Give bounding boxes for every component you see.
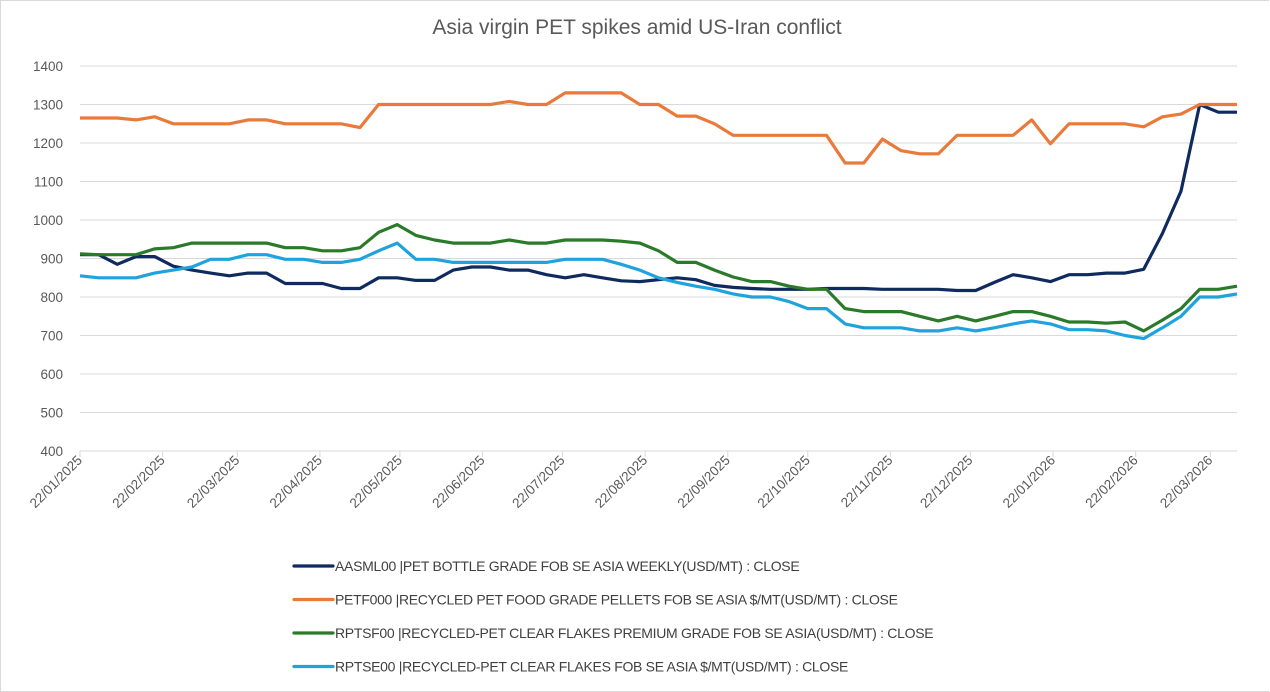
x-tick-label: 22/02/2026 (1082, 453, 1140, 511)
x-tick-label: 22/08/2025 (592, 453, 650, 511)
legend-item: RPTSE00 |RECYCLED-PET CLEAR FLAKES FOB S… (292, 659, 848, 675)
y-tick-label: 400 (40, 444, 63, 459)
y-tick-label: 500 (40, 406, 63, 421)
y-tick-label: 1000 (33, 213, 63, 228)
y-tick-label: 1300 (33, 98, 63, 113)
series-line-rptse00 (79, 241, 1238, 341)
y-tick-label: 800 (40, 290, 63, 305)
series-lines (79, 91, 1238, 341)
y-tick-label: 900 (40, 252, 63, 267)
x-tick-label: 22/11/2025 (838, 453, 896, 511)
legend-item: AASML00 |PET BOTTLE GRADE FOB SE ASIA WE… (292, 558, 800, 574)
series-line-petf000 (80, 91, 1237, 165)
x-axis: 22/01/2025 22/02/2025 22/03/2025 22/04/2025… (27, 450, 1237, 511)
x-tick-label: 22/07/2025 (509, 453, 567, 511)
x-tick-label: 22/12/2025 (917, 453, 975, 511)
legend-item: RPTSF00 |RECYCLED-PET CLEAR FLAKES PREMI… (292, 625, 934, 641)
x-tick-label: 22/01/2025 (27, 453, 85, 511)
legend-label: AASML00 |PET BOTTLE GRADE FOB SE ASIA WE… (335, 558, 799, 574)
y-tick-label: 1200 (33, 136, 63, 151)
chart-title: Asia virgin PET spikes amid US-Iran conf… (432, 16, 841, 39)
series-line-aasml00 (80, 102, 1237, 293)
y-tick-label: 600 (40, 367, 63, 382)
legend-label: PETF000 |RECYCLED PET FOOD GRADE PELLETS… (335, 592, 898, 608)
y-tick-label: 700 (40, 329, 63, 344)
x-tick-label: 22/09/2025 (675, 453, 733, 511)
legend: AASML00 |PET BOTTLE GRADE FOB SE ASIA WE… (292, 558, 934, 675)
x-tick-label: 22/05/2025 (347, 453, 405, 511)
y-tick-label: 1100 (34, 175, 63, 190)
x-tick-label: 22/10/2025 (755, 453, 813, 511)
x-tick-label: 22/03/2025 (184, 453, 242, 511)
legend-label: RPTSF00 |RECYCLED-PET CLEAR FLAKES PREMI… (335, 625, 933, 641)
x-tick-label: 22/03/2026 (1157, 453, 1215, 511)
x-tick-label: 22/06/2025 (429, 453, 487, 511)
y-axis: 400 500 600 700 800 900 1000 1100 1200 1300 1400 (33, 59, 63, 459)
y-tick-label: 1400 (33, 59, 63, 74)
legend-item: PETF000 |RECYCLED PET FOOD GRADE PELLETS… (292, 592, 898, 608)
x-tick-label: 22/01/2026 (1000, 453, 1058, 511)
x-tick-label: 22/02/2025 (109, 453, 167, 511)
legend-label: RPTSE00 |RECYCLED-PET CLEAR FLAKES FOB S… (335, 659, 848, 675)
x-tick-label: 22/04/2025 (267, 453, 325, 511)
gridlines (80, 65, 1237, 452)
